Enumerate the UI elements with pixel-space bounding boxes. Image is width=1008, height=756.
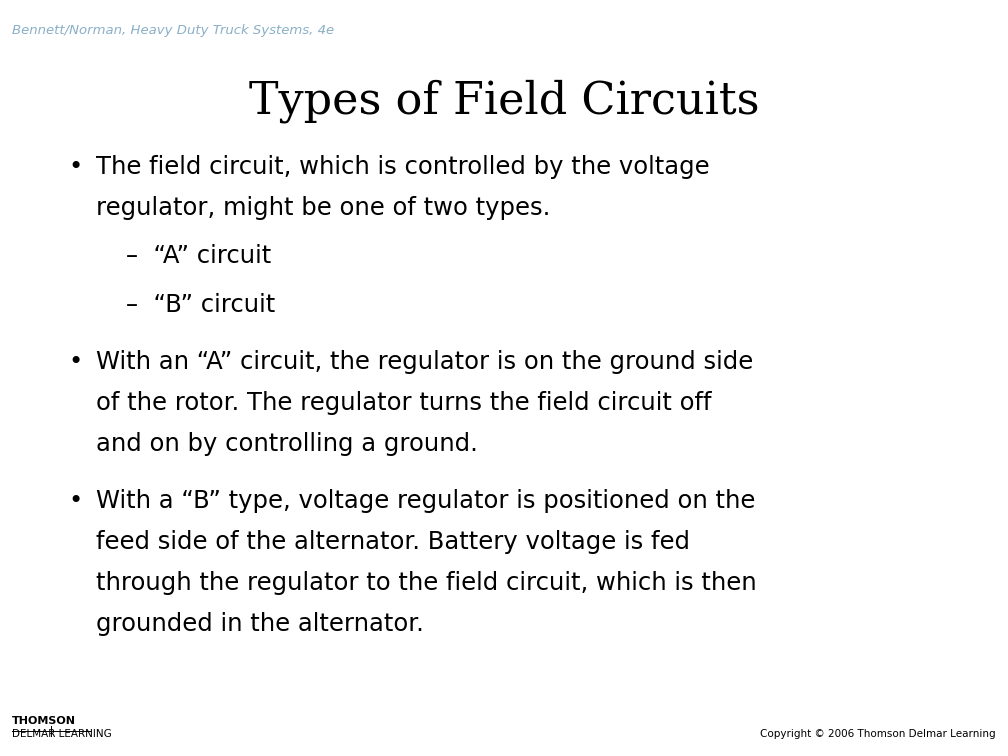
- Text: –  “A” circuit: – “A” circuit: [126, 244, 271, 268]
- Text: through the regulator to the field circuit, which is then: through the regulator to the field circu…: [96, 571, 756, 595]
- Text: •: •: [69, 155, 83, 179]
- Text: grounded in the alternator.: grounded in the alternator.: [96, 612, 423, 636]
- Text: Types of Field Circuits: Types of Field Circuits: [249, 79, 759, 123]
- Text: With a “B” type, voltage regulator is positioned on the: With a “B” type, voltage regulator is po…: [96, 489, 755, 513]
- Text: and on by controlling a ground.: and on by controlling a ground.: [96, 432, 478, 456]
- Text: With an “A” circuit, the regulator is on the ground side: With an “A” circuit, the regulator is on…: [96, 350, 753, 374]
- Text: DELMAR LEARNING: DELMAR LEARNING: [12, 730, 112, 739]
- Text: The field circuit, which is controlled by the voltage: The field circuit, which is controlled b…: [96, 155, 710, 179]
- Text: Copyright © 2006 Thomson Delmar Learning: Copyright © 2006 Thomson Delmar Learning: [760, 730, 996, 739]
- Text: feed side of the alternator. Battery voltage is fed: feed side of the alternator. Battery vol…: [96, 530, 689, 554]
- Text: regulator, might be one of two types.: regulator, might be one of two types.: [96, 196, 550, 220]
- Text: of the rotor. The regulator turns the field circuit off: of the rotor. The regulator turns the fi…: [96, 391, 712, 415]
- Text: •: •: [69, 350, 83, 374]
- Text: THOMSON: THOMSON: [12, 716, 76, 726]
- Text: –  “B” circuit: – “B” circuit: [126, 293, 275, 317]
- Text: •: •: [69, 489, 83, 513]
- Text: Bennett/Norman, Heavy Duty Truck Systems, 4e: Bennett/Norman, Heavy Duty Truck Systems…: [12, 24, 335, 37]
